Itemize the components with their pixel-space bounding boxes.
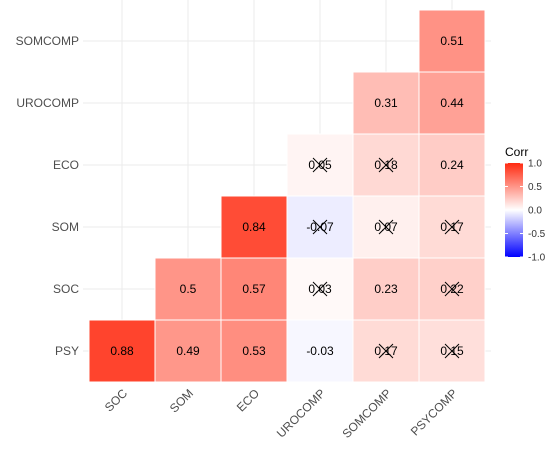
x-tick-label: PSYCOMP bbox=[408, 386, 460, 438]
insignificant-cross-mark bbox=[312, 157, 328, 173]
insignificant-cross-mark bbox=[378, 157, 394, 173]
cell-value-label: 0.57 bbox=[242, 282, 266, 296]
cell-value-label: 0.5 bbox=[180, 282, 197, 296]
cell-value-label: -0.03 bbox=[306, 344, 334, 358]
heatmap-cell bbox=[88, 319, 156, 383]
insignificant-cross-mark bbox=[312, 281, 328, 297]
x-tick-label: SOC bbox=[102, 386, 131, 415]
heatmap-cell bbox=[220, 195, 288, 259]
insignificant-cross-mark bbox=[378, 343, 394, 359]
heatmap-cell bbox=[352, 257, 420, 321]
legend-tick-label: 0.0 bbox=[528, 206, 542, 217]
y-tick-label: UROCOMP bbox=[16, 96, 79, 110]
insignificant-cross-mark bbox=[378, 219, 394, 235]
y-tick-label: SOMCOMP bbox=[16, 34, 79, 48]
heatmap-cells bbox=[88, 9, 486, 383]
x-tick-label: ECO bbox=[234, 386, 262, 414]
insignificant-cross-mark bbox=[444, 343, 460, 359]
x-tick-label: SOMCOMP bbox=[339, 386, 394, 441]
cell-labels: 0.880.490.53-0.030.170.150.50.570.030.23… bbox=[110, 34, 464, 359]
y-tick-label: SOM bbox=[52, 220, 79, 234]
insignificant-cross-mark bbox=[312, 219, 328, 235]
cell-value-label: 0.88 bbox=[110, 344, 134, 358]
x-tick-label: UROCOMP bbox=[274, 386, 328, 440]
y-tick-label: ECO bbox=[53, 158, 79, 172]
legend-colorbar bbox=[505, 163, 523, 257]
y-tick-label: PSY bbox=[55, 344, 79, 358]
cell-value-label: 0.24 bbox=[440, 158, 464, 172]
legend-tick-label: 1.0 bbox=[528, 159, 542, 170]
heatmap-cell bbox=[418, 133, 486, 197]
cell-value-label: 0.44 bbox=[440, 96, 464, 110]
cell-value-label: 0.31 bbox=[374, 96, 398, 110]
heatmap-cell bbox=[154, 257, 222, 321]
cell-value-label: 0.53 bbox=[242, 344, 266, 358]
cell-value-label: 0.51 bbox=[440, 34, 464, 48]
heatmap-cell bbox=[418, 71, 486, 135]
insignificant-cross-mark bbox=[444, 281, 460, 297]
legend-title: Corr bbox=[505, 145, 528, 159]
heatmap-cell bbox=[418, 9, 486, 73]
legend-tick-label: 0.5 bbox=[528, 182, 542, 193]
insignificant-cross-mark bbox=[444, 219, 460, 235]
legend-tick-label: -1.0 bbox=[528, 253, 546, 264]
x-tick-label: SOM bbox=[167, 386, 196, 415]
heatmap-cell bbox=[418, 195, 486, 259]
color-legend: Corr 1.0 0.5 0.0 -0.5 -1.0 bbox=[505, 145, 546, 264]
cell-value-label: 0.49 bbox=[176, 344, 200, 358]
cell-value-label: 0.23 bbox=[374, 282, 398, 296]
legend-tick-label: -0.5 bbox=[528, 229, 546, 240]
cell-value-label: 0.84 bbox=[242, 220, 266, 234]
y-tick-label: SOC bbox=[53, 282, 79, 296]
